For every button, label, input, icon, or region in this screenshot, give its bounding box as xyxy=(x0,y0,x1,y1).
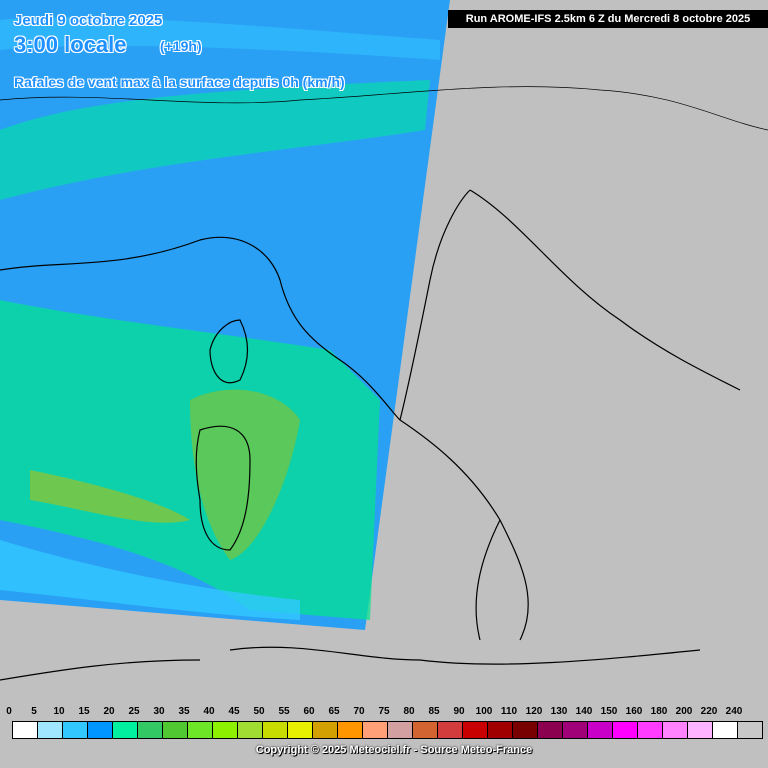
legend-swatch xyxy=(262,721,288,739)
legend-swatch xyxy=(437,721,463,739)
legend-swatch xyxy=(712,721,738,739)
legend-swatch xyxy=(362,721,388,739)
legend-label: 65 xyxy=(328,706,340,717)
legend-swatch xyxy=(412,721,438,739)
legend-swatch xyxy=(662,721,688,739)
time: 3:00 locale xyxy=(14,32,127,57)
legend-label: 50 xyxy=(253,706,265,717)
legend-label: 5 xyxy=(31,706,37,717)
run-info: Run AROME-IFS 2.5km 6 Z du Mercredi 8 oc… xyxy=(448,10,768,28)
legend: Copyright © 2025 Meteociel.fr - Source M… xyxy=(0,700,768,768)
legend-label: 70 xyxy=(353,706,365,717)
legend-swatch xyxy=(287,721,313,739)
legend-label: 55 xyxy=(278,706,290,717)
legend-swatch xyxy=(162,721,188,739)
legend-label: 150 xyxy=(600,706,618,717)
legend-swatch xyxy=(387,721,413,739)
legend-swatch xyxy=(37,721,63,739)
legend-label: 0 xyxy=(6,706,12,717)
legend-label: 80 xyxy=(403,706,415,717)
legend-swatch xyxy=(187,721,213,739)
legend-label: 10 xyxy=(53,706,65,717)
legend-label: 180 xyxy=(650,706,668,717)
legend-label: 35 xyxy=(178,706,190,717)
legend-swatch xyxy=(737,721,763,739)
legend-label: 40 xyxy=(203,706,215,717)
legend-label: 20 xyxy=(103,706,115,717)
legend-swatch xyxy=(337,721,363,739)
legend-label: 110 xyxy=(500,706,518,717)
legend-swatch xyxy=(237,721,263,739)
legend-label: 220 xyxy=(700,706,718,717)
legend-label: 90 xyxy=(453,706,465,717)
legend-label: 15 xyxy=(78,706,90,717)
legend-swatch xyxy=(12,721,38,739)
legend-swatch xyxy=(112,721,138,739)
legend-swatch xyxy=(637,721,663,739)
legend-label: 100 xyxy=(475,706,493,717)
model-domain xyxy=(0,0,450,630)
legend-swatch xyxy=(87,721,113,739)
legend-label: 130 xyxy=(550,706,568,717)
subtitle: Rafales de vent max à la surface depuis … xyxy=(14,74,345,90)
legend-label: 140 xyxy=(575,706,593,717)
map xyxy=(0,0,768,681)
lead-time: (+19h) xyxy=(160,38,202,54)
legend-swatch xyxy=(212,721,238,739)
legend-swatch xyxy=(512,721,538,739)
legend-label: 75 xyxy=(378,706,390,717)
legend-swatch xyxy=(462,721,488,739)
legend-label: 25 xyxy=(128,706,140,717)
legend-label: 240 xyxy=(725,706,743,717)
legend-label: 85 xyxy=(428,706,440,717)
coastlines xyxy=(0,86,768,681)
legend-swatch xyxy=(687,721,713,739)
legend-swatch xyxy=(612,721,638,739)
legend-label: 160 xyxy=(625,706,643,717)
legend-label: 60 xyxy=(303,706,315,717)
legend-label: 30 xyxy=(153,706,165,717)
legend-swatch xyxy=(487,721,513,739)
legend-label: 200 xyxy=(675,706,693,717)
legend-swatch xyxy=(137,721,163,739)
legend-label: 45 xyxy=(228,706,240,717)
legend-swatch xyxy=(537,721,563,739)
legend-swatch xyxy=(562,721,588,739)
legend-label: 120 xyxy=(525,706,543,717)
legend-swatch xyxy=(62,721,88,739)
legend-swatch xyxy=(587,721,613,739)
copyright: Copyright © 2025 Meteociel.fr - Source M… xyxy=(255,744,533,756)
date: Jeudi 9 octobre 2025 xyxy=(14,12,163,29)
legend-swatch xyxy=(312,721,338,739)
